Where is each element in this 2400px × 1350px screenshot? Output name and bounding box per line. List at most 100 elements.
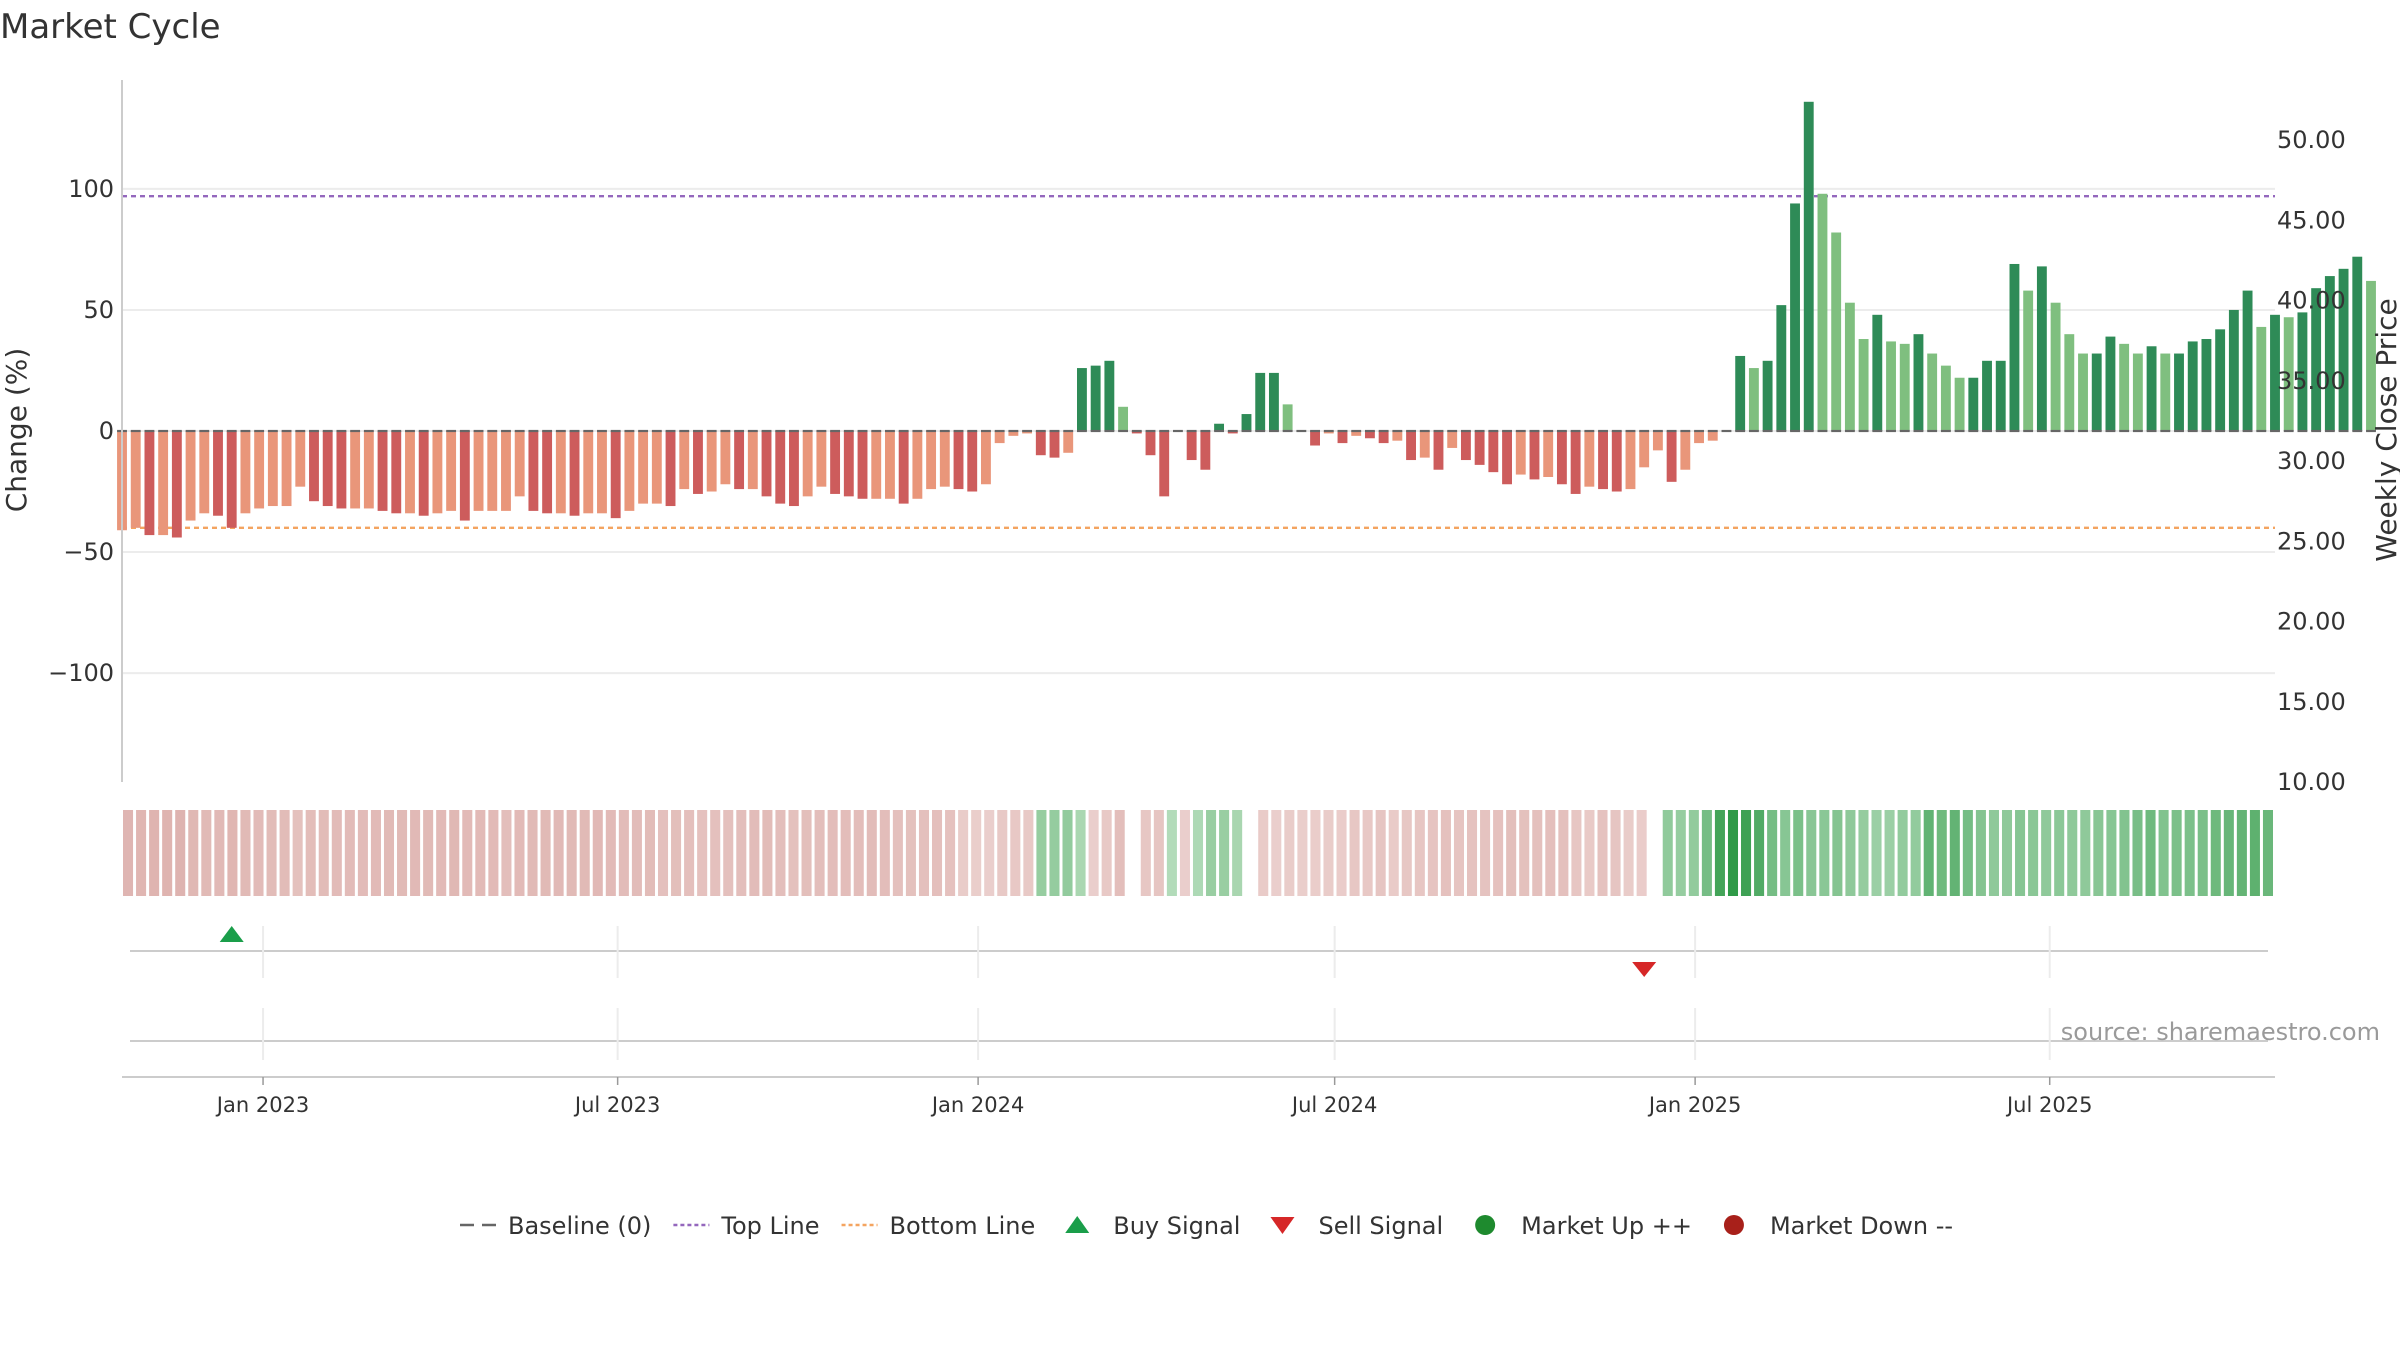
heat-cell [971,810,982,896]
heat-cell [684,810,695,896]
heat-cell [1780,810,1791,896]
heat-cell [775,810,786,896]
change-bar [1899,343,1910,431]
heat-cell [1245,810,1256,896]
change-bar [2009,263,2020,431]
change-bar [1886,341,1896,431]
change-bar [555,431,566,514]
x-tick-label: Jul 2023 [573,1093,660,1117]
heat-cell [1884,810,1895,896]
heat-cell [1427,810,1438,896]
left-y-tick-label: −100 [48,659,114,687]
heat-cell [1023,810,1034,896]
heat-cell [397,810,408,896]
heat-cell [1271,810,1282,896]
heat-cell [1362,810,1373,896]
heat-cell [2015,810,2026,896]
change-bar [1858,339,1869,431]
change-bar [1790,203,1800,431]
change-bar [528,431,539,511]
right-y-tick-label: 35.00 [2277,367,2346,395]
change-bar [2078,353,2088,431]
heat-cell [1101,810,1112,896]
heat-cell [1858,810,1869,896]
change-bar [226,431,237,528]
change-bar [1666,431,1677,482]
heat-cell [1806,810,1817,896]
change-bar [1351,431,1362,436]
heat-cell [1349,810,1360,896]
heat-cell [2119,810,2130,896]
heat-cell [1219,810,1230,896]
right-y-tick-label: 50.00 [2277,126,2346,154]
x-tick-label: Jan 2023 [215,1093,310,1117]
change-bar [2187,341,2198,431]
change-bar [1118,406,1129,431]
heat-cell [1388,810,1399,896]
change-bar [967,431,978,492]
change-bar [213,431,223,516]
heat-cell [697,810,708,896]
change-bar [1076,368,1087,431]
change-bar [473,431,484,511]
change-bar [569,431,580,516]
heat-cell [1558,810,1569,896]
right-y-tick-label: 25.00 [2277,527,2346,555]
heat-cell [2223,810,2234,896]
change-bar [2160,353,2171,431]
heat-cell [136,810,147,896]
change-bar [1611,431,1622,492]
heat-cell [671,810,682,896]
change-bar [2174,353,2184,431]
change-bar [1364,431,1375,439]
heat-cell [1284,810,1295,896]
change-bar [706,431,717,492]
legend-label: Sell Signal [1318,1212,1443,1240]
change-bar [981,431,991,485]
change-bar [1268,372,1279,431]
change-bar [597,431,607,514]
change-bar [843,431,854,497]
change-bar [1255,372,1266,431]
heat-cell [240,810,251,896]
change-bar [2270,314,2280,431]
heat-cell [1140,810,1151,896]
change-bar [1776,305,1787,431]
heat-cell [2210,810,2221,896]
change-bar [720,431,731,485]
change-bar [2036,266,2047,431]
heat-cell [801,810,812,896]
heat-cell [436,810,447,896]
heat-cell [827,810,838,896]
legend-label: Baseline (0) [508,1212,651,1240]
heat-cell [1949,810,1960,896]
heat-cell [149,810,160,896]
change-bar [418,431,429,516]
heat-cell [1036,810,1047,896]
heat-cell [501,810,512,896]
chart-title: Market Cycle [0,7,221,47]
heat-cell [1675,810,1686,896]
heat-cell [1819,810,1830,896]
heat-cell [1310,810,1321,896]
change-bar [1419,431,1430,458]
change-bar [2064,334,2075,431]
change-bar [1515,431,1526,475]
change-bar [2283,317,2294,431]
change-bar [734,431,745,490]
change-bar [1104,360,1115,431]
heat-cell [1297,810,1308,896]
change-bar [171,431,182,538]
change-bar [1584,431,1595,487]
sell-triangle-icon [1270,1217,1295,1234]
change-bar [1186,431,1197,461]
heat-cell [1636,810,1647,896]
change-bar [761,431,772,497]
heat-cell [370,810,381,896]
heat-cell [710,810,721,896]
change-bar [1940,365,1951,431]
change-bar [2201,339,2212,431]
change-bar [185,431,196,521]
heat-cell [1127,810,1138,896]
right-y-ticks: 50.00 45.00 40.00 35.00 30.00 25.00 20.00 15.00… [2277,126,2346,796]
